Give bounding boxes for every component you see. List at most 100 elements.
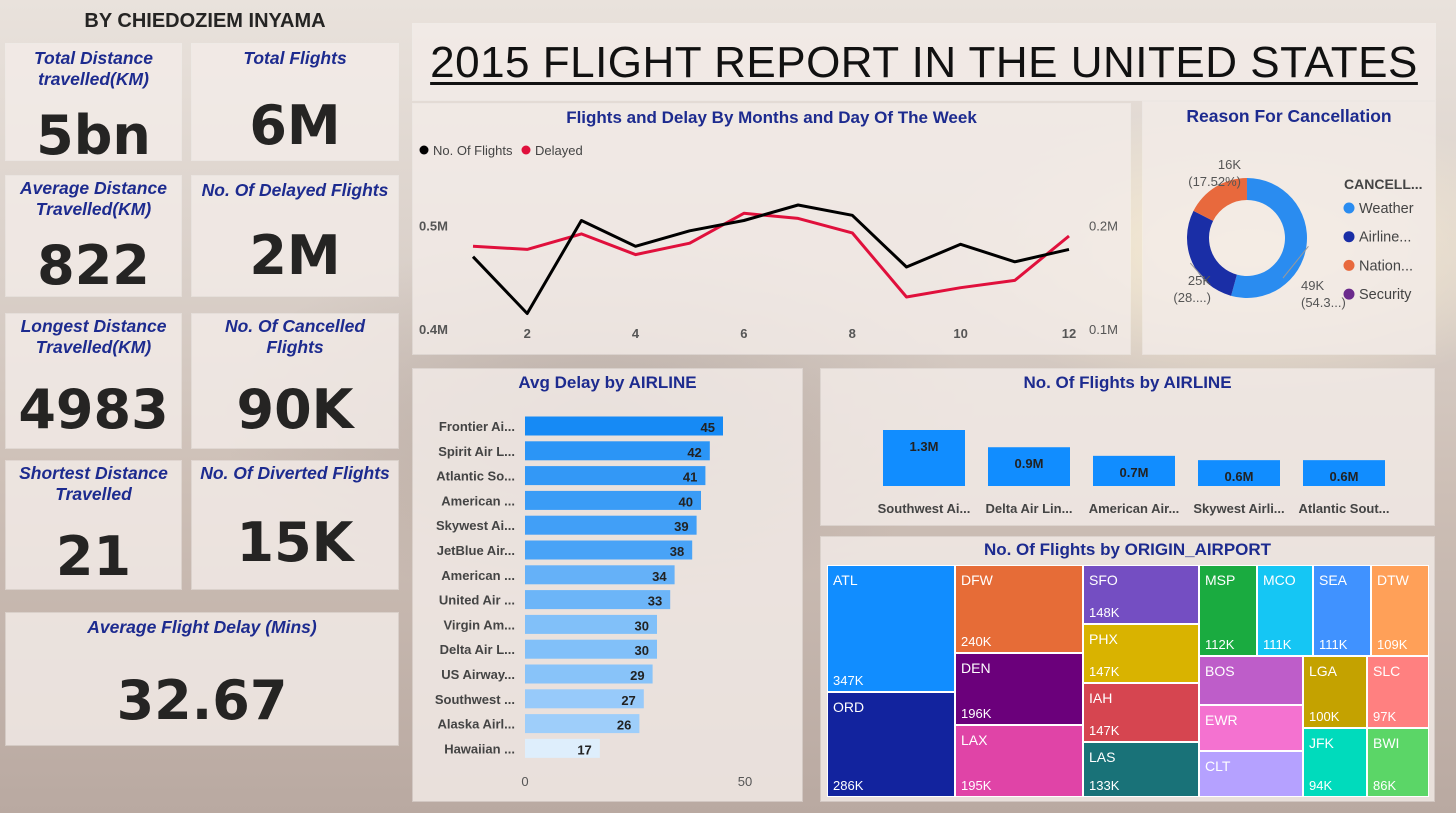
category-label: Spirit Air L... — [438, 444, 515, 459]
monthly-chart-card[interactable]: Flights and Delay By Months and Day Of T… — [413, 104, 1130, 354]
kpi-value: 6M — [249, 94, 341, 157]
category-label: JetBlue Air... — [437, 543, 515, 558]
kpi-value: 4983 — [18, 378, 169, 441]
monthly-line-chart[interactable]: No. Of Flights Delayed 2 4 6 8 10 12 0.4M 0.5M 0… — [413, 104, 1130, 354]
kpi-title: Total Flights — [243, 48, 347, 68]
treemap-cell-clt[interactable]: CLT — [1199, 751, 1303, 797]
chart-title: No. Of Flights by ORIGIN_AIRPORT — [983, 540, 1272, 559]
x-tick-label: 4 — [632, 326, 640, 341]
bar — [525, 738, 600, 758]
kpi-avg-distance[interactable]: Average Distance Travelled(KM) 822 — [6, 176, 181, 297]
category-label: Frontier Ai... — [439, 419, 515, 434]
treemap-cell-lax[interactable]: LAX 195K — [955, 725, 1083, 797]
bar — [988, 447, 1070, 486]
legend-label-flights: No. Of Flights — [433, 143, 513, 158]
treemap-cell-value: 111K — [1319, 637, 1348, 652]
y-left-tick-label: 0.5M — [419, 219, 448, 234]
chart-title: Flights and Delay By Months and Day Of T… — [566, 108, 977, 127]
category-label: US Airway... — [441, 667, 515, 682]
treemap-cell-code: MCO — [1263, 572, 1296, 588]
bar — [525, 515, 697, 535]
treemap-cell-code: LAS — [1089, 749, 1116, 765]
kpi-cancelled-flights[interactable]: No. Of Cancelled Flights 90K — [192, 314, 398, 448]
kpi-delayed-flights[interactable]: No. Of Delayed Flights 2M — [192, 176, 398, 296]
treemap-cell-ord[interactable]: ORD 286K — [827, 692, 955, 797]
kpi-total-flights[interactable]: Total Flights 6M — [192, 44, 398, 160]
bar — [525, 466, 706, 486]
treemap-cell-lga[interactable]: LGA 100K — [1303, 656, 1367, 728]
chart-title: No. Of Flights by AIRLINE — [1023, 373, 1232, 392]
donut-data-label: 16K — [1218, 157, 1241, 172]
x-tick-label: 2 — [524, 326, 531, 341]
bar — [525, 540, 693, 560]
y-left-tick-label: 0.4M — [419, 322, 448, 337]
bar-value-label: 1.3M — [910, 439, 939, 454]
bar-value-label: 27 — [621, 693, 635, 708]
kpi-title: Shortest Distance Travelled — [19, 463, 168, 504]
bar-value-label: 30 — [635, 618, 649, 633]
bar — [525, 714, 640, 734]
bar-value-label: 0.6M — [1225, 469, 1254, 484]
treemap-cell-code: EWR — [1205, 712, 1238, 728]
kpi-longest-distance[interactable]: Longest Distance Travelled(KM) 4983 — [6, 314, 181, 448]
y-right-tick-label: 0.1M — [1089, 322, 1118, 337]
bar-value-label: 40 — [679, 494, 693, 509]
treemap-cell-sea[interactable]: SEA 111K — [1313, 565, 1371, 656]
legend-label: Security — [1359, 287, 1412, 303]
flights-airline-bar-chart[interactable]: 1.3M Southwest Ai... 0.9M Delta Air Lin... 0… — [821, 369, 1434, 525]
treemap-cell-iah[interactable]: IAH 147K — [1083, 683, 1199, 742]
kpi-value: 90K — [236, 378, 354, 441]
treemap-cell-code: BWI — [1373, 735, 1400, 751]
kpi-total-distance[interactable]: Total Distance travelled(KM) 5bn — [6, 44, 181, 167]
treemap-cell-bwi[interactable]: BWI 86K — [1367, 728, 1429, 797]
treemap-cell-ewr[interactable]: EWR — [1199, 705, 1303, 751]
treemap-cell-mco[interactable]: MCO 111K — [1257, 565, 1313, 656]
cancellation-donut-chart[interactable]: CANCELL... 49K (54.3...) 25K (28....) 16K (17… — [1143, 102, 1435, 354]
treemap-cell-value: 347K — [833, 673, 864, 688]
bar — [1093, 455, 1175, 486]
treemap-cell-phx[interactable]: PHX 147K — [1083, 624, 1199, 683]
legend-marker — [1343, 288, 1355, 300]
kpi-shortest-distance[interactable]: Shortest Distance Travelled 21 — [6, 461, 181, 589]
category-label: Alaska Airl... — [437, 717, 515, 732]
kpi-avg-flight-delay[interactable]: Average Flight Delay (Mins) 32.67 — [6, 613, 398, 745]
treemap-cell-slc[interactable]: SLC 97K — [1367, 656, 1429, 728]
legend-marker-delayed — [521, 145, 531, 155]
bar-value-label: 38 — [670, 544, 684, 559]
treemap-cell-atl[interactable]: ATL 347K — [827, 565, 955, 692]
cancellation-chart-card[interactable]: Reason For Cancellation CANCELL... 49K (5… — [1143, 102, 1435, 354]
treemap-cell-value: 196K — [961, 706, 992, 721]
kpi-value: 21 — [55, 525, 132, 588]
treemap-cell-den[interactable]: DEN 196K — [955, 653, 1083, 725]
category-label: American Air... — [1089, 501, 1180, 516]
flights-airline-chart-card[interactable]: No. Of Flights by AIRLINE 1.3M Southwest … — [821, 369, 1434, 525]
category-label: Skywest Airli... — [1193, 501, 1284, 516]
category-label: Delta Air Lin... — [986, 501, 1073, 516]
kpi-value: 32.67 — [116, 669, 288, 732]
x-tick-label: 8 — [849, 326, 856, 341]
treemap-cell-msp[interactable]: MSP 112K — [1199, 565, 1257, 656]
treemap-cell-jfk[interactable]: JFK 94K — [1303, 728, 1367, 797]
x-tick-label: 6 — [740, 326, 747, 341]
avg-delay-bar-chart[interactable]: Frontier Ai... 45 Spirit Air L... 42 Atlanti… — [413, 369, 802, 801]
treemap-cell-value: 147K — [1089, 723, 1120, 738]
treemap-cell-bos[interactable]: BOS — [1199, 656, 1303, 705]
legend-marker — [1343, 259, 1355, 271]
report-title: 2015 FLIGHT REPORT IN THE UNITED STATES — [430, 38, 1418, 87]
origin-airport-chart-card[interactable]: No. Of Flights by ORIGIN_AIRPORT ATL 347K… — [821, 537, 1434, 801]
bar — [525, 664, 653, 684]
bar — [525, 639, 657, 659]
origin-airport-treemap[interactable]: ATL 347K ORD 286K DFW 240K DEN 196K LAX 195K SFO 14… — [821, 537, 1434, 801]
treemap-cell-dtw[interactable]: DTW 109K — [1371, 565, 1429, 656]
treemap-cell-dfw[interactable]: DFW 240K — [955, 565, 1083, 653]
kpi-diverted-flights[interactable]: No. Of Diverted Flights 15K — [192, 461, 398, 589]
avg-delay-chart-card[interactable]: Avg Delay by AIRLINE Frontier Ai... 45 Spi… — [413, 369, 802, 801]
bar — [1198, 460, 1280, 486]
chart-title: Reason For Cancellation — [1186, 106, 1392, 126]
bar-value-label: 33 — [648, 594, 662, 609]
donut-data-pct: (54.3...) — [1301, 295, 1346, 310]
bar-value-label: 0.7M — [1120, 465, 1149, 480]
category-label: Atlantic Sout... — [1299, 501, 1390, 516]
treemap-cell-sfo[interactable]: SFO 148K — [1083, 565, 1199, 624]
treemap-cell-las[interactable]: LAS 133K — [1083, 742, 1199, 797]
